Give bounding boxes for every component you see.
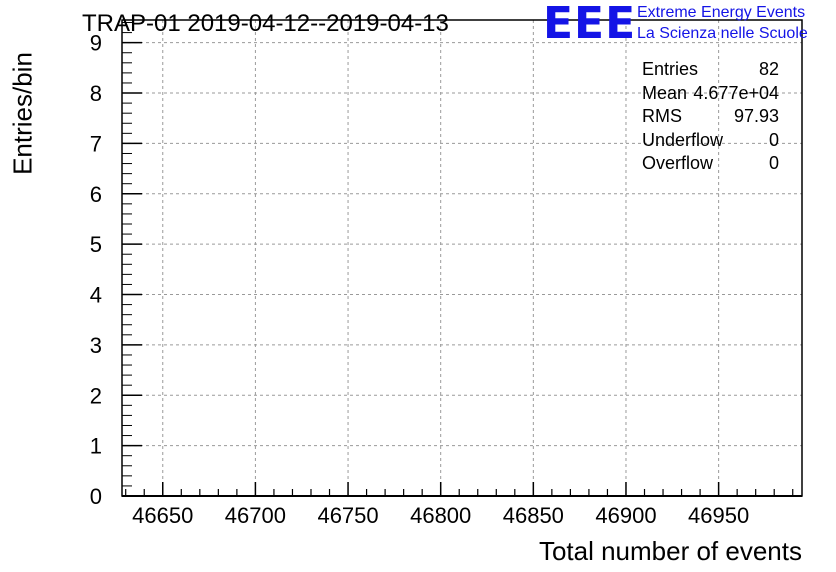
y-tick-label: 3 (90, 333, 102, 358)
x-axis-label: Total number of events (538, 536, 802, 566)
axis-tick-labels: 46650 46700 46750 46800 46850 46900 46950 0 1 2 3 4… (90, 31, 749, 528)
x-tick-label: 46650 (132, 503, 193, 528)
stats-row-rms: RMS 97.93 (642, 105, 779, 129)
stats-label: Entries (642, 59, 699, 79)
stats-label: Mean (642, 82, 688, 103)
logo-line-2: La Scienza nelle Scuole (637, 25, 808, 42)
stats-row-overflow: Overflow 0 (642, 152, 779, 176)
x-tick-label: 46950 (688, 503, 749, 528)
y-tick-label: 0 (90, 484, 102, 509)
y-tick-label: 8 (90, 81, 102, 106)
stats-row-entries: Entries 82 (642, 58, 779, 82)
logo-text: Extreme Energy Events La Scienza nelle S… (637, 2, 808, 44)
stats-value: 0 (768, 129, 779, 150)
stats-value: 4.677e+04 (693, 82, 779, 103)
y-tick-label: 1 (90, 434, 102, 459)
y-axis-label: Entries/bin (7, 52, 38, 175)
stats-row-underflow: Underflow 0 (642, 129, 779, 153)
y-tick-label: 4 (90, 283, 102, 308)
plot-frame (121, 19, 803, 497)
logo-line-1: Extreme Energy Events (637, 4, 806, 21)
y-tick-label: 9 (90, 31, 102, 56)
stats-row-mean: Mean 4.677e+04 (642, 82, 779, 106)
grid-lines (122, 20, 802, 497)
y-tick-label: 2 (90, 383, 102, 408)
eee-logo: EEE (543, 0, 637, 49)
stats-box: Entries 82 Mean 4.677e+04 RMS 97.93 Unde… (642, 58, 779, 176)
y-tick-label: 7 (90, 131, 102, 156)
x-tick-label: 46850 (503, 503, 564, 528)
x-tick-label: 46900 (595, 503, 656, 528)
stats-label: Underflow (642, 129, 724, 150)
axis-ticks (122, 22, 794, 497)
x-tick-label: 46750 (317, 503, 378, 528)
y-tick-label: 5 (90, 232, 102, 257)
stats-value: 97.93 (733, 106, 779, 126)
stats-label: RMS (642, 106, 682, 126)
stats-value: 82 (758, 59, 779, 79)
x-tick-label: 46700 (225, 503, 286, 528)
x-tick-label: 46800 (410, 503, 471, 528)
stats-value: 0 (768, 153, 779, 173)
chart-title: TRAP-01 2019-04-12--2019-04-13 (82, 10, 449, 37)
y-tick-label: 6 (90, 182, 102, 207)
stats-label: Overflow (642, 153, 714, 173)
